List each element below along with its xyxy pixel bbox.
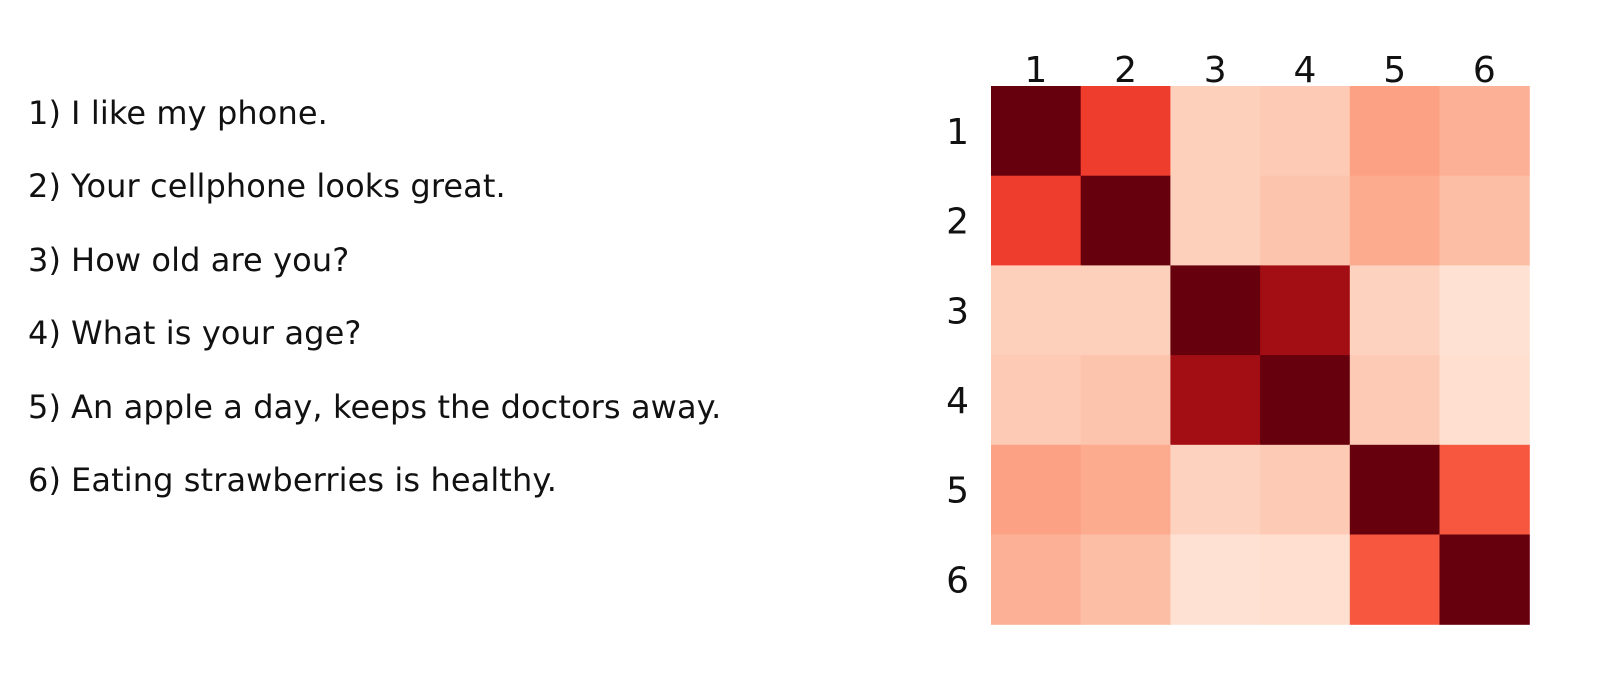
sentence-number: 5): [28, 387, 62, 426]
y-tick-label: 2: [946, 202, 969, 243]
y-tick-label: 5: [946, 471, 969, 512]
heatmap-cell-r3-c6: [1439, 265, 1530, 356]
heatmap-cell-r2-c6: [1439, 175, 1530, 266]
y-tick-label: 6: [946, 560, 969, 601]
heatmap-cell-r6-c5: [1349, 534, 1441, 625]
heatmap-cell-r4-c4: [1260, 355, 1351, 446]
x-tick-label: 1: [1024, 50, 1047, 91]
heatmap-cell-r2-c4: [1260, 175, 1351, 266]
heatmap-cell-r4-c2: [1080, 355, 1171, 446]
heatmap-cell-r4-c6: [1439, 355, 1530, 446]
heatmap-cell-r6-c3: [1170, 534, 1261, 625]
heatmap-cell-r4-c1: [991, 355, 1082, 446]
heatmap-cell-r6-c6: [1439, 534, 1530, 625]
heatmap-cell-r4-c5: [1349, 355, 1441, 446]
x-tick-label: 6: [1473, 50, 1496, 91]
x-tick-label: 5: [1383, 50, 1406, 91]
heatmap-cell-r1-c4: [1260, 86, 1351, 177]
x-tick-label: 2: [1114, 50, 1137, 91]
sentence-text: An apple a day, keeps the doctors away.: [71, 387, 722, 426]
heatmap-cell-r3-c2: [1080, 265, 1171, 356]
sentence-text: What is your age?: [71, 314, 362, 353]
heatmap-cell-r6-c2: [1080, 534, 1171, 625]
sentence-number: 2): [28, 167, 62, 206]
heatmap-cell-r4-c3: [1170, 355, 1261, 446]
x-tick-label: 4: [1293, 50, 1316, 91]
y-tick-label: 4: [946, 381, 969, 422]
heatmap-cell-r5-c3: [1170, 444, 1261, 536]
heatmap-cell-r2-c3: [1170, 175, 1261, 266]
sentence-item: 3) How old are you?: [28, 233, 721, 306]
x-tick-label: 3: [1204, 50, 1227, 91]
heatmap-x-tick-labels: 1 2 3 4 5 6: [1024, 50, 1495, 91]
sentence-item: 2) Your cellphone looks great.: [28, 159, 721, 232]
heatmap-cell-r6-c4: [1260, 534, 1351, 625]
heatmap-cell-r1-c1: [991, 86, 1082, 177]
sentence-number: 3): [28, 240, 62, 279]
sentence-text: Eating strawberries is healthy.: [71, 460, 558, 499]
heatmap-cell-r2-c1: [991, 175, 1082, 266]
heatmap-cell-r6-c1: [991, 534, 1082, 625]
heatmap-cell-r5-c1: [991, 444, 1082, 536]
sentence-item: 6) Eating strawberries is healthy.: [28, 453, 721, 526]
heatmap-cell-r3-c3: [1170, 265, 1261, 356]
sentence-number: 4): [28, 314, 62, 353]
sentence-item: 1) I like my phone.: [28, 86, 721, 159]
heatmap-cell-r2-c5: [1349, 175, 1441, 266]
heatmap-cell-r1-c6: [1439, 86, 1530, 177]
heatmap-cell-r1-c5: [1349, 86, 1441, 177]
heatmap-y-tick-labels: 1 2 3 4 5 6: [946, 112, 969, 601]
sentence-item: 4) What is your age?: [28, 306, 721, 379]
sentence-list: 1) I like my phone. 2) Your cellphone look…: [28, 86, 721, 526]
heatmap-cell-r5-c5: [1349, 444, 1441, 536]
sentence-item: 5) An apple a day, keeps the doctors away…: [28, 380, 721, 453]
heatmap-cell-r1-c3: [1170, 86, 1261, 177]
sentence-text: How old are you?: [71, 240, 350, 279]
heatmap-cell-r5-c4: [1260, 444, 1351, 536]
heatmap-cell-r1-c2: [1080, 86, 1171, 177]
heatmap-cell-r2-c2: [1080, 175, 1171, 266]
heatmap-cell-r5-c6: [1439, 444, 1530, 536]
heatmap-cell-r3-c4: [1260, 265, 1351, 356]
sentence-number: 1): [28, 94, 62, 132]
heatmap-cell-r5-c2: [1080, 444, 1171, 536]
sentence-text: I like my phone.: [71, 94, 328, 132]
y-tick-label: 3: [946, 291, 969, 332]
heatmap-cell-r3-c1: [991, 265, 1082, 356]
sentence-text: Your cellphone looks great.: [71, 167, 506, 206]
sentence-number: 6): [28, 460, 62, 499]
y-tick-label: 1: [946, 112, 969, 153]
heatmap-cells: [991, 86, 1530, 625]
heatmap-cell-r3-c5: [1349, 265, 1441, 356]
